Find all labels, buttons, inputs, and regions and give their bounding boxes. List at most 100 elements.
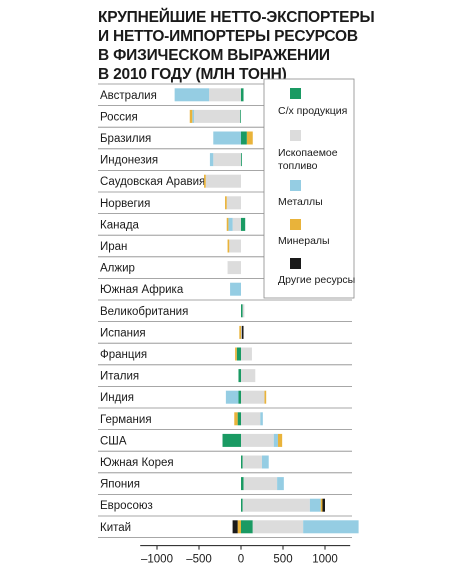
title-line: В 2010 ГОДУ (МЛН ТОНН)	[98, 66, 287, 83]
legend-label: С/х продукция	[278, 105, 347, 117]
legend-swatch	[290, 219, 301, 230]
x-tick-label: 500	[273, 554, 292, 566]
bar-segment	[242, 304, 245, 318]
country-label: Италия	[100, 371, 139, 383]
bar-segment	[241, 390, 265, 404]
bar-segment	[239, 325, 241, 339]
chart-bars	[174, 88, 359, 534]
bar-segment	[226, 217, 229, 231]
bar-segment	[260, 412, 263, 426]
country-label: Германия	[100, 414, 152, 426]
bar-segment	[241, 477, 244, 491]
bar-segment	[241, 153, 242, 167]
country-label: Франция	[100, 349, 147, 361]
chart-title: КРУПНЕЙШИЕ НЕТТО-ЭКСПОРТЕРЫ И НЕТТО-ИМПО…	[98, 8, 448, 84]
bar-segment	[232, 520, 238, 534]
bar-segment	[222, 433, 241, 447]
bar-segment	[226, 196, 241, 210]
bar-segment	[320, 498, 323, 512]
bar-segment	[225, 196, 227, 210]
x-tick-label: –1000	[141, 554, 173, 566]
x-tick-label: 1000	[312, 554, 338, 566]
country-label: Канада	[100, 219, 140, 231]
legend-label-line: Минералы	[278, 235, 330, 247]
bar-segment	[277, 477, 284, 491]
bar-segment	[189, 109, 193, 123]
x-tick-label: –500	[186, 554, 212, 566]
bar-segment	[227, 239, 230, 253]
bar-segment	[228, 217, 233, 231]
country-label: Южная Африка	[100, 284, 184, 296]
bar-segment	[322, 498, 325, 512]
bar-segment	[213, 153, 241, 167]
country-label: Великобритания	[100, 306, 188, 318]
bar-segment	[235, 347, 237, 361]
legend-box	[263, 78, 355, 299]
legend-label-line: Металлы	[278, 196, 323, 208]
bar-segment	[242, 498, 310, 512]
country-label: Австралия	[100, 90, 157, 102]
bar-segment	[238, 390, 241, 404]
bar-segment	[229, 239, 241, 253]
bar-segment	[213, 131, 241, 145]
bar-segment	[303, 520, 359, 534]
bar-segment	[246, 131, 253, 145]
title-line: В ФИЗИЧЕСКОМ ВЫРАЖЕНИИ	[98, 47, 330, 64]
bar-segment	[277, 433, 283, 447]
bar-segment	[241, 347, 252, 361]
country-label: Алжир	[100, 263, 135, 275]
bar-segment	[241, 412, 261, 426]
bar-segment	[209, 88, 241, 102]
legend-label-line: Другие ресурсы	[278, 274, 355, 286]
bar-segment	[225, 390, 239, 404]
bar-segment	[236, 347, 241, 361]
legend-label-line: топливо	[278, 160, 318, 172]
bar-segment	[238, 369, 241, 383]
country-label: Япония	[100, 479, 140, 491]
country-label: Индия	[100, 392, 134, 404]
bar-segment	[237, 412, 241, 426]
legend-label-line: Ископаемое	[278, 147, 338, 159]
bar-segment	[234, 412, 238, 426]
legend-label: Ископаемое топливо	[278, 147, 338, 172]
bar-segment	[241, 217, 246, 231]
country-label: США	[100, 435, 127, 447]
bar-segment	[205, 174, 241, 188]
x-axis: –1000 –500 0 500 1000	[140, 545, 351, 566]
country-label: Индонезия	[100, 155, 158, 167]
x-tick-label: 0	[238, 554, 244, 566]
legend-swatch	[290, 88, 301, 99]
bar-segment	[241, 325, 244, 339]
bar-segment	[209, 153, 214, 167]
legend-swatch	[290, 258, 301, 269]
bar-segment	[252, 520, 304, 534]
legend: С/х продукция Ископаемое топливо Металлы Мин…	[263, 78, 355, 299]
bar-segment	[232, 217, 241, 231]
bar-segment	[237, 520, 241, 534]
country-label: Испания	[100, 327, 146, 339]
legend-swatch	[290, 130, 301, 141]
bar-segment	[309, 498, 321, 512]
legend-label: Минералы	[278, 235, 330, 247]
bar-segment	[230, 282, 241, 296]
bar-segment	[241, 369, 256, 383]
bar-segment	[241, 131, 247, 145]
bar-segment	[241, 520, 253, 534]
country-label: Норвегия	[100, 198, 150, 210]
title-line: КРУПНЕЙШИЕ НЕТТО-ЭКСПОРТЕРЫ	[98, 9, 375, 26]
bar-segment	[241, 325, 242, 339]
bar-segment	[241, 455, 243, 469]
legend-label-line: С/х продукция	[278, 105, 347, 117]
legend-swatch	[290, 180, 301, 191]
bar-segment	[193, 109, 241, 123]
legend-label: Металлы	[278, 196, 323, 208]
bar-segment	[192, 109, 194, 123]
title-line: И НЕТТО-ИМПОРТЕРЫ РЕСУРСОВ	[98, 28, 358, 45]
bar-segment	[227, 261, 241, 275]
bar-segment	[273, 433, 278, 447]
country-label: Россия	[100, 111, 138, 123]
bar-segment	[240, 109, 241, 123]
country-label: Иран	[100, 241, 127, 253]
bar-segment	[264, 390, 267, 404]
